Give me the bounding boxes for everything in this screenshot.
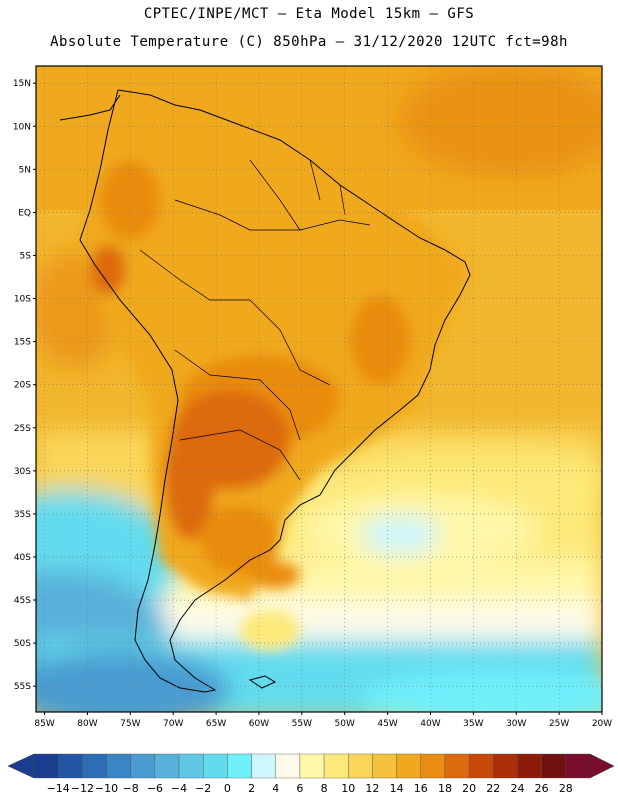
- lon-tick-label: 80W: [77, 719, 97, 729]
- colorbar-segment: [420, 753, 446, 779]
- colorbar-label: 6: [296, 782, 303, 795]
- colorbar-label: 0: [224, 782, 231, 795]
- lat-tick-label: 5N: [19, 165, 31, 175]
- colorbar-segment: [130, 753, 156, 779]
- colorbar-segment: [106, 753, 131, 779]
- colorbar-label: 8: [321, 782, 328, 795]
- colorbar-segment: [468, 753, 494, 779]
- lon-tick-label: 70W: [163, 719, 183, 729]
- colorbar-label: −10: [95, 782, 118, 795]
- colorbar-segment: [517, 753, 542, 779]
- lon-tick-label: 20W: [592, 719, 612, 729]
- colorbar-segment: [82, 753, 107, 779]
- colorbar: −14 −12 −10 −8 −6 −4 −2 0 2 4 6 8 10 12 14 16 18 20 22 24 26…: [7, 753, 615, 795]
- colorbar-segment: [541, 753, 567, 779]
- colorbar-label: 4: [272, 782, 279, 795]
- colorbar-segment: [372, 753, 397, 779]
- colorbar-segment: [493, 753, 518, 779]
- colorbar-segment: [565, 753, 591, 779]
- map-frame: [35, 65, 603, 713]
- lat-tick-label: 20S: [14, 381, 31, 391]
- lat-tick-label: 40S: [14, 553, 31, 563]
- colorbar-label: 2: [248, 782, 255, 795]
- map-title: CPTEC/INPE/MCT – Eta Model 15km – GFS: [143, 6, 475, 22]
- lat-tick-label: 45S: [14, 596, 31, 606]
- colorbar-label: −4: [171, 782, 187, 795]
- coastline: [59, 89, 471, 693]
- colorbar-segment: [227, 753, 252, 779]
- colorbar-segment: [275, 753, 301, 779]
- lat-tick-label: 15N: [13, 79, 31, 89]
- colorbar-label: −8: [123, 782, 139, 795]
- colorbar-arrow-low: [7, 753, 35, 779]
- lat-tick-label: 50S: [14, 639, 31, 649]
- colorbar-segment: [154, 753, 180, 779]
- colorbar-segment: [396, 753, 421, 779]
- lat-tick-label: 15S: [14, 338, 31, 348]
- lat-tick-label: 10N: [13, 122, 31, 132]
- colorbar-label: −12: [71, 782, 94, 795]
- lon-tick-label: 40W: [420, 719, 440, 729]
- lon-tick-label: 30W: [506, 719, 526, 729]
- colorbar-label: 28: [559, 782, 573, 795]
- colorbar-segment: [323, 753, 349, 779]
- colorbar-label: 12: [365, 782, 379, 795]
- lon-tick-label: 85W: [34, 719, 54, 729]
- colorbar-label: −2: [195, 782, 211, 795]
- lat-tick-label: 30S: [14, 467, 31, 477]
- colorbar-segment: [57, 753, 83, 779]
- lat-tick-label: 35S: [14, 510, 31, 520]
- colorbar-label: 26: [535, 782, 549, 795]
- colorbar-segment: [33, 753, 59, 779]
- colorbar-label: 20: [462, 782, 476, 795]
- colorbar-segment: [299, 753, 325, 779]
- colorbar-segment: [444, 753, 470, 779]
- map-subtitle: Absolute Temperature (C) 850hPa – 31/12/…: [50, 34, 568, 50]
- lon-tick-label: 65W: [206, 719, 226, 729]
- lon-tick-label: 75W: [120, 719, 140, 729]
- colorbar-label: 18: [438, 782, 452, 795]
- colorbar-segment: [203, 753, 228, 779]
- latitude-ticks: 15N 10N 5N EQ 5S 10S 15S 20S 25S 30S 35S 40S 45S 50S 5…: [13, 79, 36, 692]
- colorbar-label: −6: [147, 782, 163, 795]
- lat-tick-label: 25S: [14, 424, 31, 434]
- colorbar-label: 10: [341, 782, 355, 795]
- colorbar-label: 22: [486, 782, 500, 795]
- lon-tick-label: 55W: [292, 719, 312, 729]
- colorbar-label: 14: [390, 782, 404, 795]
- colorbar-segment: [348, 753, 373, 779]
- lon-tick-label: 25W: [549, 719, 569, 729]
- colorbar-segment: [251, 753, 276, 779]
- colorbar-label: −14: [47, 782, 70, 795]
- lon-tick-label: 45W: [377, 719, 397, 729]
- colorbar-arrow-high: [589, 753, 615, 779]
- lon-tick-label: 60W: [249, 719, 269, 729]
- colorbar-segment: [178, 753, 204, 779]
- longitude-ticks: 85W 80W 75W 70W 65W 60W 55W 50W 45W 40W 35W 30W 25W 2…: [34, 712, 612, 729]
- colorbar-label: 16: [414, 782, 428, 795]
- temperature-field: [36, 66, 602, 712]
- lat-tick-label: EQ: [18, 208, 31, 218]
- lat-tick-label: 55S: [14, 682, 31, 692]
- lat-tick-label: 10S: [14, 295, 31, 305]
- lat-tick-label: 5S: [20, 251, 32, 261]
- colorbar-label: 24: [510, 782, 524, 795]
- lon-tick-label: 35W: [463, 719, 483, 729]
- lon-tick-label: 50W: [335, 719, 355, 729]
